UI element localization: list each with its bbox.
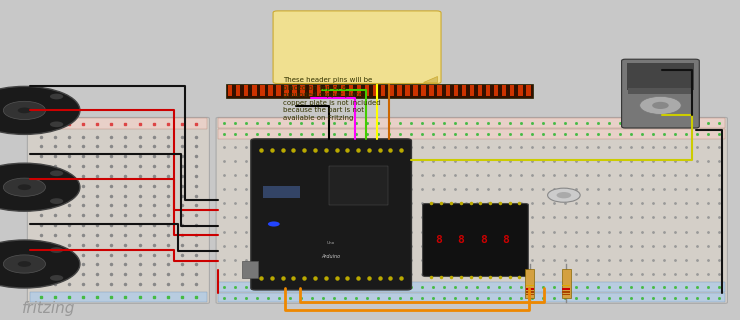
Circle shape [18,184,31,190]
Text: Arduino: Arduino [322,253,340,259]
Bar [470,85,474,96]
Circle shape [0,240,80,288]
Bar [526,85,531,96]
Bar [526,285,534,286]
Bar [381,85,386,96]
Bar [329,166,388,205]
Circle shape [50,198,63,204]
Bar [462,85,466,96]
Bar [252,85,257,96]
Bar [414,85,418,96]
Text: fritzing: fritzing [22,301,75,316]
Bar [226,84,533,98]
Circle shape [4,255,46,273]
Circle shape [268,221,280,227]
Bar [260,85,265,96]
Circle shape [548,188,580,202]
Bar [494,85,498,96]
Bar [292,85,297,96]
Bar [218,118,725,128]
Bar [218,282,725,292]
Circle shape [556,192,571,198]
Circle shape [4,101,46,119]
Text: 8: 8 [457,235,465,245]
Bar [437,85,442,96]
Text: 8: 8 [502,235,509,245]
Bar [325,85,329,96]
Bar [397,85,402,96]
FancyBboxPatch shape [423,204,528,276]
Bar [263,186,300,198]
Circle shape [50,275,63,281]
Polygon shape [423,76,437,82]
FancyBboxPatch shape [622,59,699,128]
Bar [518,85,522,96]
Circle shape [0,86,80,134]
Circle shape [18,108,31,113]
Text: 8: 8 [480,235,487,245]
FancyBboxPatch shape [27,117,209,303]
Bar [218,129,725,139]
Text: 8: 8 [435,235,443,245]
Bar [236,85,240,96]
Bar [525,269,534,298]
Bar [421,85,425,96]
Bar [526,294,534,295]
FancyBboxPatch shape [251,139,411,290]
Text: Uno: Uno [327,241,335,245]
Bar [30,118,207,129]
Bar [228,85,232,96]
Bar [365,85,369,96]
Circle shape [0,163,80,211]
Bar [627,63,694,90]
Bar [562,285,570,286]
Bar [406,85,410,96]
Bar [445,85,450,96]
Bar [429,85,434,96]
Bar [300,85,305,96]
Bar [562,291,570,293]
Bar [276,85,280,96]
Bar [389,85,394,96]
Bar [486,85,491,96]
Circle shape [652,102,669,109]
Bar [242,261,258,278]
Bar [218,293,725,302]
Bar [373,85,377,96]
Circle shape [50,247,63,253]
Bar [340,85,345,96]
Bar [30,292,207,302]
Bar [562,288,570,290]
Circle shape [50,121,63,127]
Bar [526,291,534,293]
Circle shape [50,94,63,100]
Bar [357,85,361,96]
Bar [526,288,534,290]
Bar [244,85,249,96]
Bar [333,85,337,96]
Bar [562,294,570,295]
Circle shape [4,178,46,196]
Bar [628,88,693,93]
Bar [284,85,289,96]
Text: These header pins will be
placed on top of a
grounded copper plate;
copper plate: These header pins will be placed on top … [283,77,381,121]
Bar [309,85,313,96]
Circle shape [18,261,31,267]
Bar [317,85,321,96]
Circle shape [639,96,681,114]
Bar [478,85,482,96]
Bar [502,85,506,96]
Circle shape [50,171,63,176]
FancyBboxPatch shape [273,11,441,84]
FancyBboxPatch shape [216,117,727,303]
Bar [510,85,514,96]
Bar [349,85,353,96]
Bar [562,269,571,298]
Bar [454,85,458,96]
Bar [268,85,272,96]
